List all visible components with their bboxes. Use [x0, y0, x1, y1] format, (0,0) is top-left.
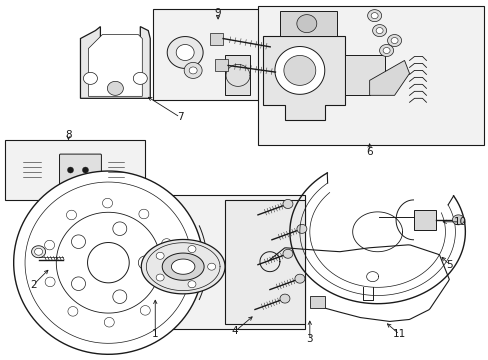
- Polygon shape: [451, 215, 464, 225]
- Polygon shape: [387, 35, 401, 46]
- Text: 7: 7: [177, 112, 183, 122]
- Polygon shape: [66, 210, 76, 220]
- Polygon shape: [162, 239, 171, 248]
- Polygon shape: [102, 198, 112, 208]
- Polygon shape: [367, 10, 381, 22]
- Polygon shape: [68, 307, 78, 316]
- Polygon shape: [283, 199, 292, 208]
- FancyBboxPatch shape: [60, 195, 99, 225]
- Polygon shape: [88, 35, 142, 96]
- Polygon shape: [309, 296, 324, 307]
- Text: 5: 5: [445, 260, 452, 270]
- Polygon shape: [139, 209, 148, 219]
- Polygon shape: [215, 59, 227, 71]
- Polygon shape: [210, 32, 223, 45]
- Polygon shape: [67, 167, 73, 173]
- Polygon shape: [184, 62, 202, 78]
- Text: 9: 9: [214, 8, 221, 18]
- Polygon shape: [104, 318, 114, 327]
- Polygon shape: [171, 259, 195, 274]
- Text: 4: 4: [231, 327, 238, 336]
- Polygon shape: [283, 249, 292, 258]
- Polygon shape: [390, 37, 397, 44]
- Polygon shape: [372, 24, 386, 37]
- Polygon shape: [107, 81, 123, 95]
- Polygon shape: [280, 294, 289, 303]
- Polygon shape: [224, 55, 249, 95]
- Polygon shape: [379, 45, 393, 57]
- Bar: [5, 140, 145, 200]
- Polygon shape: [87, 243, 129, 283]
- Bar: [145, 195, 304, 329]
- Polygon shape: [71, 277, 85, 291]
- Bar: [153, 9, 274, 100]
- Polygon shape: [162, 253, 203, 280]
- Text: 10: 10: [453, 217, 466, 227]
- Bar: [258, 6, 483, 145]
- Text: 2: 2: [30, 280, 37, 289]
- Polygon shape: [296, 15, 316, 32]
- Polygon shape: [71, 235, 85, 248]
- Text: 1: 1: [152, 329, 158, 339]
- Polygon shape: [14, 171, 203, 354]
- Polygon shape: [207, 263, 215, 270]
- Polygon shape: [189, 67, 197, 74]
- Polygon shape: [156, 252, 164, 259]
- Polygon shape: [344, 55, 384, 95]
- Polygon shape: [133, 72, 147, 84]
- Polygon shape: [382, 48, 389, 54]
- Polygon shape: [113, 290, 126, 303]
- Polygon shape: [294, 274, 305, 283]
- Polygon shape: [187, 281, 196, 288]
- Bar: [224, 200, 304, 324]
- Polygon shape: [413, 210, 436, 230]
- Polygon shape: [156, 274, 164, 281]
- Polygon shape: [375, 28, 382, 33]
- Polygon shape: [284, 55, 315, 85]
- Polygon shape: [35, 248, 42, 255]
- Polygon shape: [296, 224, 306, 233]
- Polygon shape: [370, 13, 377, 19]
- Polygon shape: [279, 11, 336, 36]
- Polygon shape: [176, 45, 194, 60]
- Polygon shape: [274, 46, 324, 94]
- Polygon shape: [81, 27, 150, 98]
- Polygon shape: [141, 239, 224, 294]
- Polygon shape: [369, 60, 408, 95]
- Polygon shape: [44, 240, 55, 250]
- Polygon shape: [83, 72, 97, 84]
- Text: 6: 6: [366, 147, 372, 157]
- Polygon shape: [82, 167, 88, 173]
- Polygon shape: [263, 36, 344, 120]
- Text: 11: 11: [392, 329, 406, 339]
- Polygon shape: [187, 246, 196, 253]
- Polygon shape: [167, 37, 203, 68]
- Polygon shape: [32, 246, 45, 258]
- Polygon shape: [162, 275, 172, 285]
- FancyBboxPatch shape: [60, 154, 101, 191]
- Polygon shape: [138, 256, 152, 269]
- Text: 8: 8: [65, 130, 72, 140]
- Polygon shape: [140, 306, 150, 315]
- Polygon shape: [113, 222, 126, 235]
- Text: 3: 3: [306, 334, 312, 345]
- Polygon shape: [45, 277, 55, 287]
